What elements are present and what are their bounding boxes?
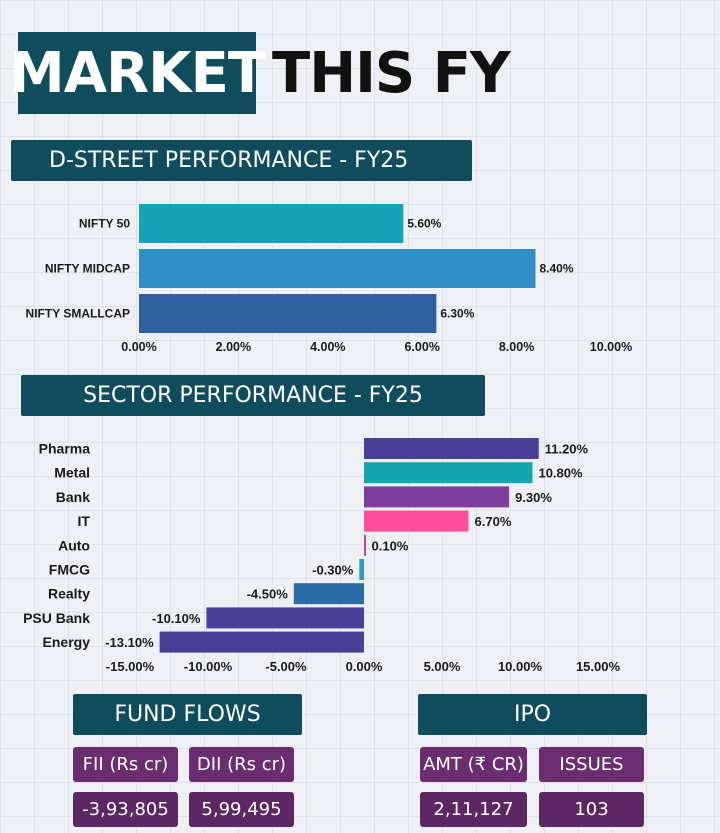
bar-1 xyxy=(139,249,536,288)
tick-label: -5.00% xyxy=(265,659,307,674)
value-label: 0.10% xyxy=(372,538,409,553)
bar-auto xyxy=(364,534,366,556)
tick-label: 15.00% xyxy=(576,659,621,674)
value-label: -0.30% xyxy=(312,563,354,578)
tick-label: 2.00% xyxy=(216,340,251,354)
bar-it xyxy=(364,510,469,532)
title-highlight: MARKET xyxy=(9,32,266,114)
category-label: Auto xyxy=(58,537,90,553)
tick-label: 0.00% xyxy=(346,659,383,674)
bar-metal xyxy=(364,462,533,484)
category-label: NIFTY MIDCAP xyxy=(45,262,130,276)
tick-label: -10.00% xyxy=(184,659,233,674)
category-label: NIFTY 50 xyxy=(79,217,130,231)
sector-chart: Pharma 11.20% Metal 10.80% Bank 9.30% IT 6.70% A… xyxy=(23,438,621,674)
value-label: 6.30% xyxy=(440,307,474,321)
ipo-issues-label: ISSUES xyxy=(539,747,644,782)
value-label: 5.60% xyxy=(407,217,441,231)
bar-pharma xyxy=(364,438,539,459)
ipo-issues-value: 103 xyxy=(539,792,644,827)
value-label: -13.10% xyxy=(105,635,154,650)
value-label: -10.10% xyxy=(152,611,201,626)
value-label: 11.20% xyxy=(545,442,589,457)
dii-value: 5,99,495 xyxy=(189,792,294,827)
tick-label: 6.00% xyxy=(404,340,439,354)
bar-0 xyxy=(139,204,404,243)
value-label: 10.80% xyxy=(538,466,583,481)
tick-label: -15.00% xyxy=(106,659,155,674)
tick-label: 4.00% xyxy=(310,340,345,354)
fund-flows-banner: FUND FLOWS xyxy=(73,694,302,735)
category-label: Realty xyxy=(48,586,90,602)
sector-banner: SECTOR PERFORMANCE - FY25 xyxy=(21,375,485,416)
category-label: Pharma xyxy=(39,441,91,457)
tick-label: 5.00% xyxy=(424,659,461,674)
dstreet-chart: NIFTY 50 5.60% NIFTY MIDCAP 8.40% NIFTY SMAL… xyxy=(26,204,632,354)
ipo-banner: IPO xyxy=(418,694,647,735)
tick-label: 10.00% xyxy=(590,340,632,354)
ipo-amt-label: AMT (₹ CR) xyxy=(420,747,527,782)
bar-2 xyxy=(139,294,437,333)
value-label: 6.70% xyxy=(475,514,512,529)
dii-label: DII (Rs cr) xyxy=(189,747,294,782)
bar-fmcg xyxy=(359,559,364,580)
bar-realty xyxy=(293,583,364,605)
bar-psu-bank xyxy=(206,607,364,629)
value-label: 8.40% xyxy=(539,262,573,276)
category-label: Energy xyxy=(43,634,91,650)
dstreet-banner: D-STREET PERFORMANCE - FY25 xyxy=(11,140,472,181)
value-label: -4.50% xyxy=(247,587,289,602)
category-label: Metal xyxy=(54,465,90,481)
title-rest: THIS FY xyxy=(272,40,511,106)
bar-bank xyxy=(364,486,510,508)
category-label: NIFTY SMALLCAP xyxy=(26,307,130,321)
tick-label: 10.00% xyxy=(498,659,543,674)
tick-label: 0.00% xyxy=(121,340,156,354)
category-label: PSU Bank xyxy=(23,610,90,626)
fii-label: FII (Rs cr) xyxy=(73,747,178,782)
category-label: IT xyxy=(78,513,91,529)
tick-label: 8.00% xyxy=(499,340,534,354)
bar-energy xyxy=(159,631,364,653)
value-label: 9.30% xyxy=(515,490,552,505)
category-label: Bank xyxy=(56,489,90,505)
fii-value: -3,93,805 xyxy=(73,792,178,827)
category-label: FMCG xyxy=(49,562,90,578)
ipo-amt-value: 2,11,127 xyxy=(420,792,527,827)
